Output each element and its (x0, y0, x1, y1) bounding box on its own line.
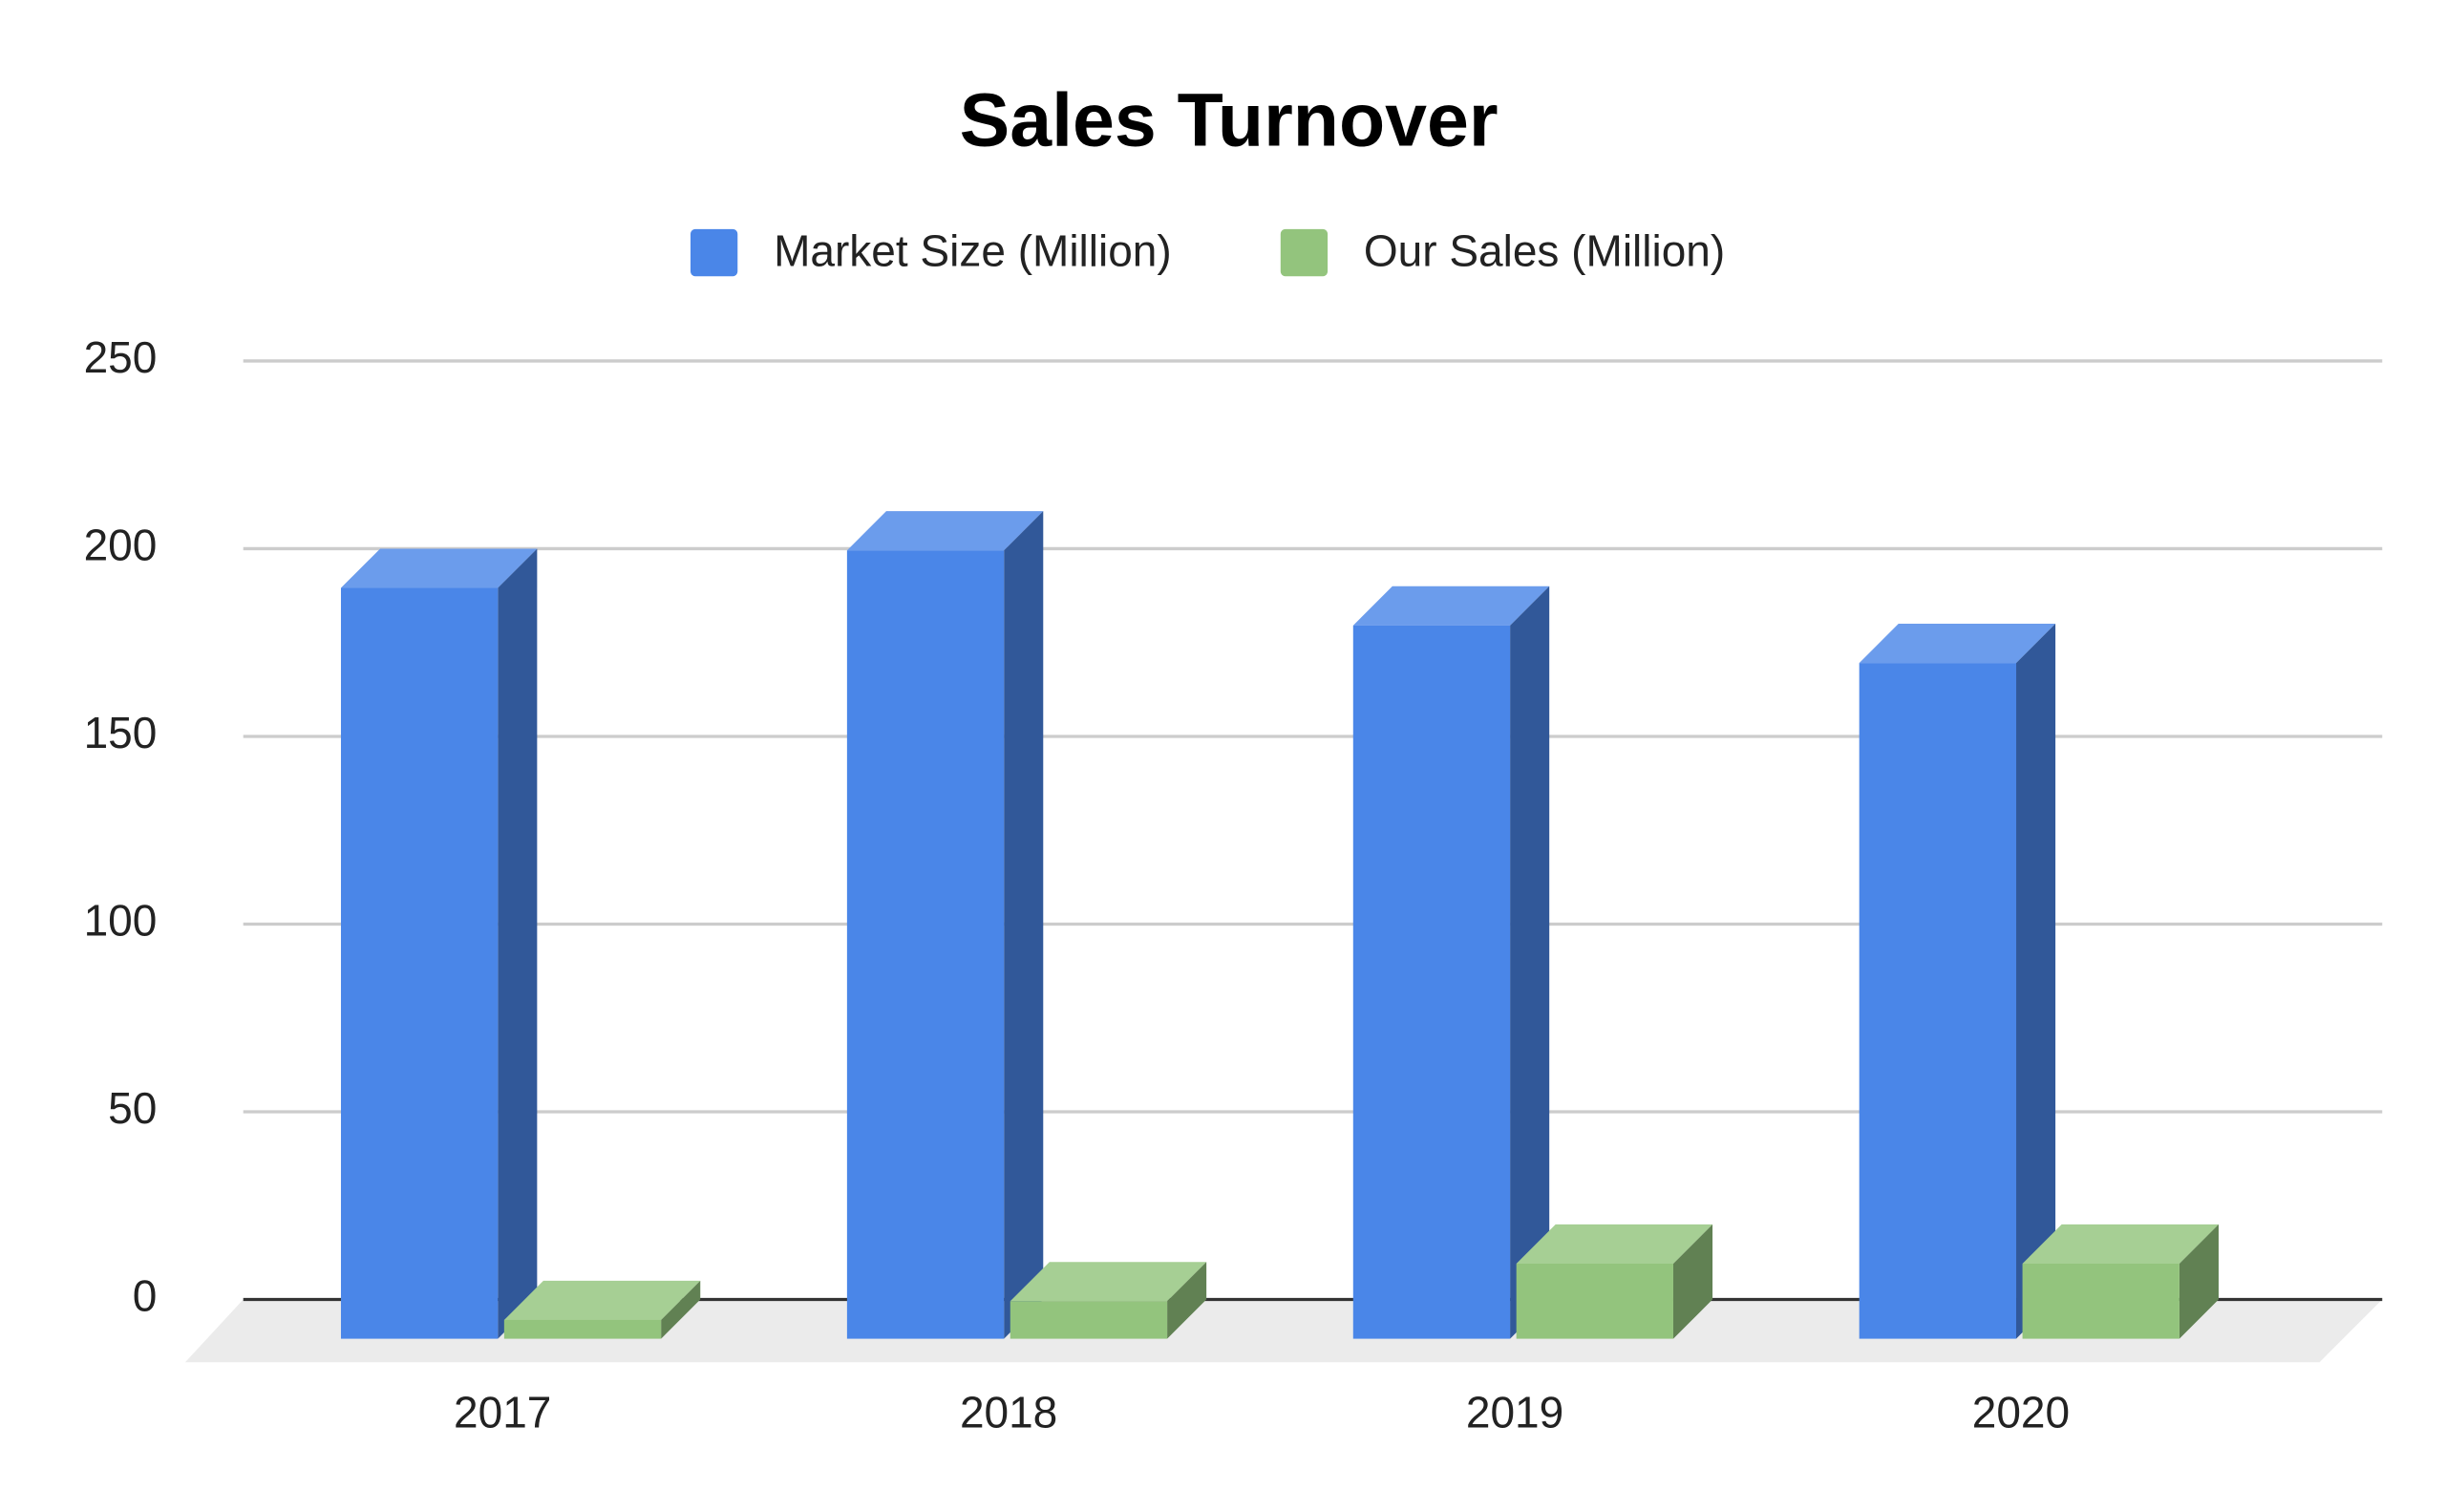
bar (846, 511, 1044, 1339)
bar-front (1010, 1301, 1168, 1339)
y-tick-label: 150 (84, 708, 158, 757)
legend-swatch (690, 228, 738, 277)
bar-front (1516, 1263, 1673, 1339)
y-tick-label: 250 (84, 332, 158, 382)
y-tick-label: 0 (133, 1271, 158, 1321)
bar-top (1516, 1224, 1713, 1264)
bar (1010, 1262, 1207, 1339)
bar-front (2022, 1263, 2179, 1339)
legend-label: Our Sales (Million) (1364, 225, 1725, 275)
bar-front (503, 1319, 662, 1339)
bar-front (846, 550, 1005, 1339)
bar (1352, 586, 1550, 1339)
bar-side (2016, 624, 2056, 1339)
bar-side (661, 1280, 701, 1339)
y-tick-label: 200 (84, 521, 158, 570)
x-tick-label: 2019 (1466, 1387, 1563, 1437)
y-tick-label: 50 (108, 1083, 157, 1133)
chart-title: Sales Turnover (960, 77, 1499, 161)
x-tick-label: 2020 (1972, 1387, 2070, 1437)
bar-top (2022, 1224, 2219, 1264)
bar (340, 548, 538, 1339)
bar-side (1510, 586, 1550, 1339)
bar-front (340, 587, 499, 1339)
bar-top (1859, 624, 2056, 664)
bar-top (1352, 586, 1550, 626)
y-tick-label: 100 (84, 896, 158, 946)
legend-swatch (1280, 228, 1329, 277)
bar-top (846, 511, 1044, 551)
bar-front (1352, 625, 1511, 1339)
floor (184, 1299, 2383, 1363)
legend-label: Market Size (Million) (774, 225, 1172, 275)
bar-top (1010, 1262, 1207, 1302)
bar-top (340, 548, 538, 588)
bar-side (1672, 1224, 1713, 1339)
bar (2022, 1224, 2219, 1339)
bar-side (1167, 1262, 1207, 1339)
bar-side (498, 548, 538, 1339)
bar (503, 1280, 701, 1339)
x-tick-label: 2018 (960, 1387, 1057, 1437)
bar (1859, 624, 2056, 1339)
bar-top (503, 1280, 701, 1320)
bar-front (1859, 663, 2017, 1339)
bar-side (1004, 511, 1044, 1339)
x-tick-label: 2017 (454, 1387, 551, 1437)
bar (1516, 1224, 1713, 1339)
bar-side (2179, 1224, 2219, 1339)
